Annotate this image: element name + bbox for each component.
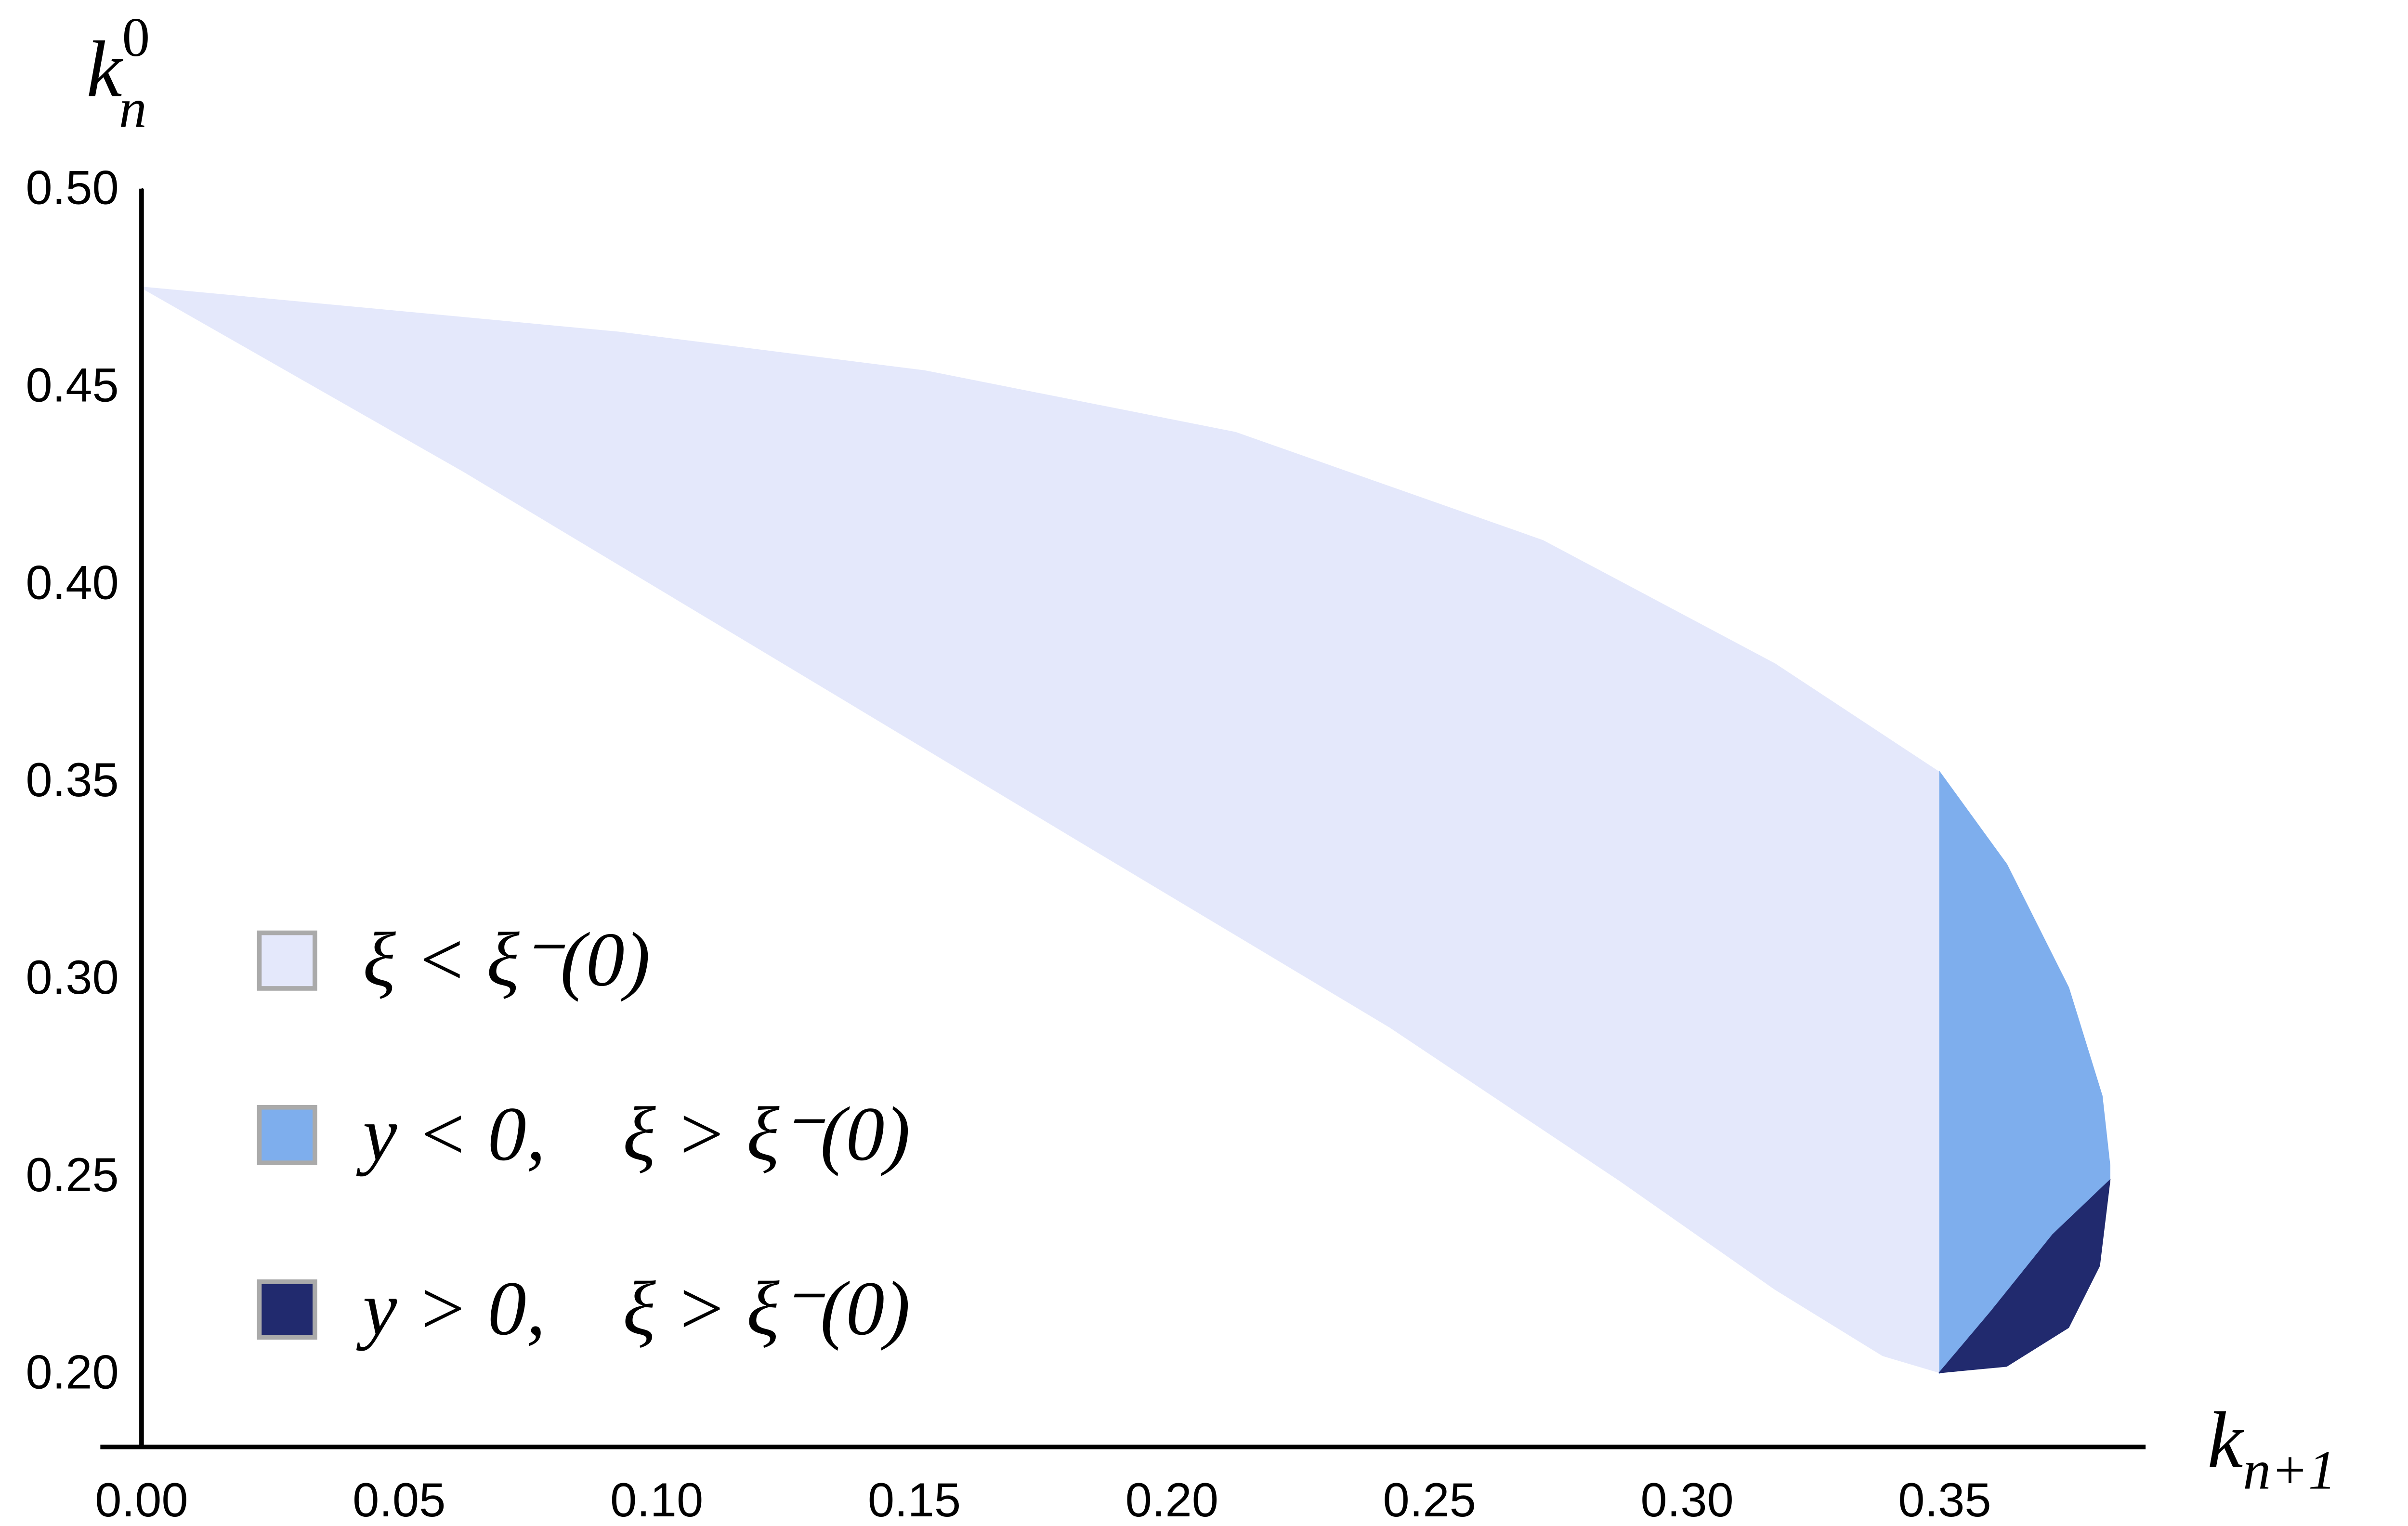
legend-swatch	[257, 930, 317, 991]
legend-label: y < 0, ξ > ξ⁻(0)	[356, 1091, 910, 1177]
legend-label: ξ < ξ⁻(0)	[363, 917, 650, 1002]
legend-swatch	[257, 1105, 317, 1165]
y-tick-label: 0.25	[26, 1148, 118, 1202]
x-tick-label: 0.35	[1898, 1473, 1991, 1526]
axes: 0.20 0.25 0.30 0.35 0.40 0.45 0.50 0.00 0.05 0.10…	[26, 161, 2146, 1526]
legend: ξ < ξ⁻(0) y < 0, ξ > ξ⁻(0) y > 0, ξ > ξ⁻(0…	[257, 917, 910, 1351]
y-tick-label: 0.45	[26, 359, 118, 412]
x-axis-label: kn+1	[2207, 1396, 2336, 1501]
y-tick-label: 0.50	[26, 161, 118, 215]
y-tick-label: 0.20	[26, 1346, 118, 1399]
x-tick-label: 0.30	[1640, 1473, 1733, 1526]
x-tick-label: 0.00	[95, 1473, 188, 1526]
legend-swatch	[257, 1279, 317, 1340]
x-label-sub: n+1	[2243, 1439, 2336, 1500]
region	[141, 287, 1941, 1374]
x-label-base: k	[2207, 1396, 2244, 1485]
y-axis-label: k0 n	[86, 6, 150, 139]
y-label-sub: n	[119, 77, 147, 139]
y-tick-label: 0.40	[26, 556, 118, 609]
x-tick-label: 0.10	[610, 1473, 703, 1526]
x-tick-label: 0.05	[353, 1473, 445, 1526]
y-tick-label: 0.35	[26, 753, 118, 807]
region	[1938, 1179, 2111, 1373]
regions	[141, 287, 2111, 1375]
x-tick-label: 0.15	[868, 1473, 961, 1526]
y-label-sup: 0	[122, 6, 150, 68]
legend-label: y > 0, ξ > ξ⁻(0)	[356, 1265, 910, 1351]
y-tick-label: 0.30	[26, 951, 118, 1004]
x-tick-label: 0.20	[1125, 1473, 1218, 1526]
y-label-base: k	[86, 25, 123, 114]
x-tick-label: 0.25	[1383, 1473, 1476, 1526]
